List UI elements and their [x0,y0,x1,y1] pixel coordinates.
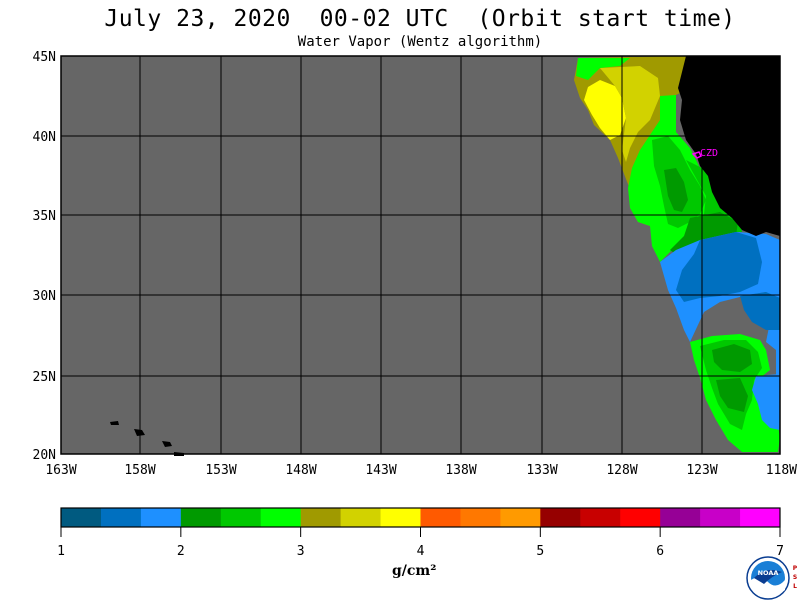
lon-label: 138W [445,463,476,478]
swath-darkgreen [664,168,738,256]
water-vapor-swath [574,56,780,452]
colorbar-tick-label: 1 [57,544,65,559]
noaa-logo-bird-icon [754,570,782,584]
lon-label: 153W [205,463,236,478]
lon-label: 128W [606,463,637,478]
station-pin-icon [691,151,703,159]
lon-labels: 163W 158W 153W 148W 143W 138W 133W 128W 123W 118W [45,463,797,478]
colorbar-swatch [500,508,541,527]
lon-label: 133W [526,463,557,478]
lon-label: 163W [45,463,76,478]
colorbar-tick-label: 4 [416,544,425,559]
noaa-logo-wave [751,577,785,597]
page-subtitle: Water Vapor (Wentz algorithm) [297,34,543,50]
graticule [61,56,780,454]
lat-label: 30N [33,289,56,304]
lon-label: 158W [124,463,155,478]
colorbar-swatch [700,508,741,527]
noaa-logo: NOAA P S L [746,556,798,600]
colorbar-swatch [620,508,661,527]
lon-label: 143W [365,463,396,478]
lat-label: 40N [33,130,56,145]
page-title: July 23, 2020 00-02 UTC (Orbit start tim… [104,6,736,32]
noaa-logo-psl: L [793,583,797,590]
colorbar-tick-label: 7 [776,544,784,559]
noaa-logo-psl: S [793,574,797,581]
colorbar-tick-label: 6 [656,544,665,559]
colorbar [61,508,781,527]
colorbar-swatch [100,508,142,527]
swath-lower-blue [752,374,780,430]
colorbar-ticks [60,527,781,537]
colorbar-tick-label: 3 [296,544,305,559]
lat-labels: 45N 40N 35N 30N 25N 20N [33,50,56,463]
colorbar-tick-label: 5 [536,544,545,559]
noaa-logo-text: NOAA [758,569,779,577]
colorbar-swatch [300,508,342,527]
lat-label: 20N [33,448,56,463]
swath-ltyellow [600,66,660,162]
lon-label: 148W [285,463,316,478]
colorbar-swatch [340,508,382,527]
colorbar-swatch [460,508,501,527]
north-america-land [678,56,780,236]
station-label: CZD [700,148,718,159]
noaa-logo-psl: P [793,565,798,572]
colorbar-swatch [61,508,102,527]
colorbar-swatch [260,508,302,527]
lat-label: 25N [33,370,56,385]
map-frame [60,55,781,455]
swath-lower-dark [712,344,752,412]
colorbar-swatch [420,508,461,527]
swath-yellow [584,80,626,140]
hawaii-islands [110,421,184,456]
station-marker: CZD [691,148,718,159]
lon-label: 123W [686,463,717,478]
colorbar-swatch [660,508,701,527]
colorbar-swatch [220,508,262,527]
land [110,56,780,456]
lon-label: 118W [766,463,797,478]
lat-label: 45N [33,50,56,65]
colorbar-swatch [380,508,421,527]
colorbar-swatch [180,508,222,527]
colorbar-swatch [140,508,182,527]
colorbar-swatch [540,508,581,527]
colorbar-units: g/cm² [392,563,437,579]
colorbar-swatch [740,508,781,527]
colorbar-swatch [580,508,621,527]
colorbar-tick-label: 2 [176,544,185,559]
lat-label: 35N [33,209,56,224]
